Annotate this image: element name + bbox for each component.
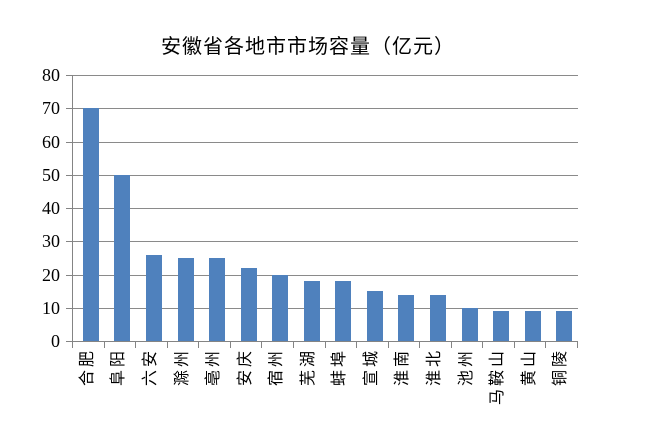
bar-铜陵: [556, 311, 573, 341]
y-axis-label-30: 30: [42, 231, 60, 252]
x-axis-label-六安: 六安: [141, 348, 159, 387]
bar-淮北: [430, 294, 446, 341]
x-axis-tick-4: [198, 342, 200, 348]
x-axis-label-亳州: 亳州: [205, 348, 222, 387]
bar-宿州: [272, 274, 289, 341]
x-axis-label-淮北: 淮北: [426, 348, 443, 387]
y-axis-tick-30: [66, 241, 72, 243]
x-axis-label-池州: 池州: [457, 348, 475, 387]
x-axis-tick-16: [577, 342, 578, 348]
x-axis-tick-13: [482, 342, 484, 348]
x-axis-tick-11: [419, 342, 421, 348]
gridline-y50: [73, 174, 578, 176]
y-axis-label-80: 80: [42, 65, 60, 85]
gridline-y10: [73, 307, 578, 309]
x-axis-label-马鞍山: 马鞍山: [489, 348, 507, 406]
x-axis-tick-2: [135, 342, 137, 348]
x-axis-label-黄山: 黄山: [520, 348, 538, 387]
x-axis-tick-6: [261, 342, 263, 348]
x-axis-label-宿州: 宿州: [268, 348, 286, 387]
bar-黄山: [524, 311, 541, 341]
x-axis-tick-10: [387, 342, 389, 348]
x-axis-label-宣城: 宣城: [362, 348, 380, 387]
bar-滁州: [177, 257, 194, 341]
x-axis-label-铜陵: 铜陵: [552, 348, 570, 387]
y-axis-tick-40: [66, 208, 72, 209]
bar-阜阳: [114, 174, 131, 341]
x-axis-label-滁州: 滁州: [173, 348, 191, 387]
x-axis-label-阜阳: 阜阳: [110, 348, 128, 387]
bar-马鞍山: [493, 311, 510, 341]
y-axis-tick-0: [66, 341, 72, 342]
x-axis-tick-12: [450, 342, 452, 348]
gridline-y80: [73, 75, 578, 76]
plot-area: [72, 75, 578, 342]
x-axis-label-合肥: 合肥: [78, 348, 96, 387]
y-axis-label-20: 20: [42, 264, 60, 285]
y-axis-tick-10: [66, 307, 72, 309]
gridline-y70: [73, 108, 578, 110]
bar-六安: [145, 254, 162, 341]
x-axis-tick-1: [103, 342, 105, 348]
bar-池州: [461, 307, 478, 341]
y-axis-tick-80: [66, 75, 72, 76]
bar-蚌埠: [335, 281, 352, 341]
y-axis-label-60: 60: [42, 131, 60, 152]
gridline-y30: [73, 241, 578, 243]
x-axis-label-蚌埠: 蚌埠: [331, 348, 349, 387]
x-axis-label-安庆: 安庆: [236, 348, 254, 387]
bar-宣城: [366, 291, 383, 341]
x-axis-label-芜湖: 芜湖: [299, 348, 317, 387]
y-axis-label-40: 40: [42, 198, 60, 218]
x-axis-tick-0: [72, 342, 73, 348]
gridline-y20: [73, 274, 578, 276]
bar-芜湖: [303, 281, 320, 341]
y-axis-tick-60: [66, 141, 72, 143]
x-axis-label-淮南: 淮南: [394, 348, 412, 387]
gridline-y40: [73, 208, 578, 209]
x-axis-tick-3: [166, 342, 168, 348]
bar-安庆: [240, 267, 257, 341]
y-axis-tick-20: [66, 274, 72, 276]
bar-合肥: [82, 108, 99, 341]
y-axis-label-10: 10: [42, 297, 60, 318]
y-axis-tick-50: [66, 174, 72, 176]
x-axis-tick-15: [545, 342, 547, 348]
x-axis-tick-9: [356, 342, 358, 348]
y-axis-tick-70: [66, 108, 72, 110]
x-axis-tick-8: [324, 342, 326, 348]
bar-淮南: [398, 294, 415, 341]
bar-亳州: [209, 257, 225, 341]
x-axis-tick-5: [229, 342, 231, 348]
gridline-y60: [73, 141, 578, 143]
y-axis-label-70: 70: [42, 98, 60, 119]
y-axis-label-0: 0: [51, 331, 60, 351]
y-axis-label-50: 50: [42, 164, 60, 185]
x-axis-tick-14: [513, 342, 515, 348]
chart-title: 安徽省各地市市场容量（亿元）: [161, 36, 455, 58]
x-axis-tick-7: [292, 342, 294, 348]
